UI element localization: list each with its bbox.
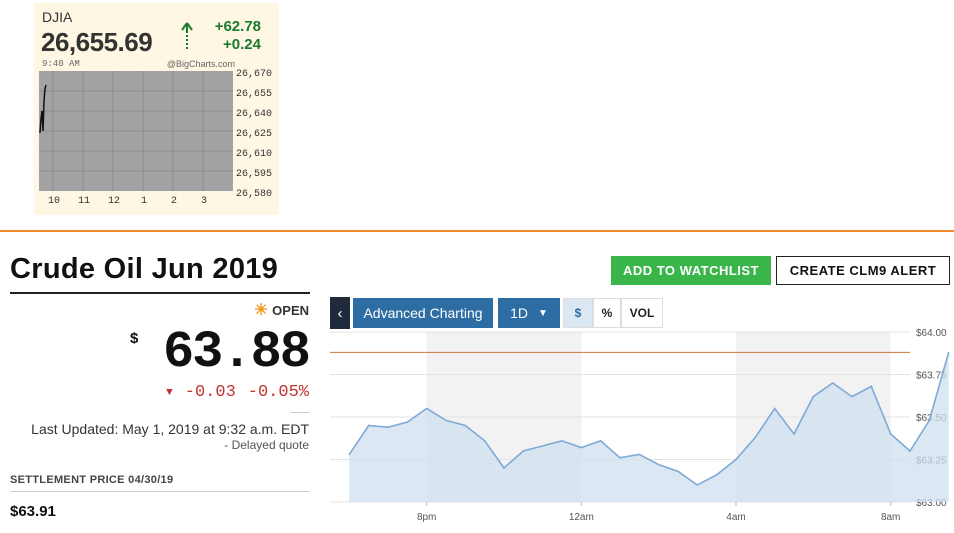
djia-x-tick: 3 [201,196,208,207]
djia-symbol: DJIA [42,9,73,25]
price-point [561,440,563,442]
djia-y-tick: 26,670 [236,69,273,80]
change-percent: -0.05% [247,383,309,402]
change-value: -0.03 [184,383,236,402]
x-tick-label: 4am [726,512,745,523]
price-point [657,463,660,466]
djia-source: @BigCharts.com [166,59,235,69]
market-status: ☀ OPEN [253,301,309,319]
range-label: 1D [510,305,528,321]
price-point [348,453,351,456]
price-point [541,445,544,447]
up-arrow-icon [181,22,193,51]
down-triangle-icon: ▼ [166,386,173,399]
chevron-left-icon[interactable]: ‹ [330,297,350,329]
price-point [696,484,699,486]
price-point [947,351,950,354]
market-status-label: OPEN [272,303,309,318]
price-point [735,458,737,461]
advanced-charting-button[interactable]: Advanced Charting [353,298,493,328]
y-tick-label: $63.00 [916,498,947,509]
price-point [425,407,428,410]
djia-x-tick: 2 [171,196,178,207]
price-point [793,433,795,435]
djia-x-tick: 11 [78,196,91,207]
price-point [677,470,679,473]
price-point [599,440,602,442]
price-point [483,440,486,442]
djia-price: 26,655.69 [41,27,153,57]
price-change: ▼ -0.03 -0.05% [166,383,309,402]
price-point [619,457,621,459]
x-tick-label: 12am [569,512,594,523]
price-point [754,436,757,439]
y-tick-label: $64.00 [916,328,947,339]
price-line [348,352,950,486]
range-dropdown[interactable]: 1D ▼ [498,298,560,328]
price-point [406,421,409,423]
djia-y-tick: 26,580 [236,189,273,200]
price-point [773,407,776,410]
x-tick-label: 8am [881,512,900,523]
djia-y-tick: 26,625 [236,129,273,140]
section-divider [0,230,954,232]
price-point [715,474,718,476]
settlement-rule [10,491,310,492]
percent-toggle[interactable]: % [593,298,621,328]
price-point [445,419,447,422]
price-chart[interactable]: $64.00$63.75$63.50$63.25$63.008pm12am4am… [328,320,954,530]
djia-widget[interactable]: DJIA 26,655.69 +62.78 +0.24 9:40 AM @Big… [34,3,279,215]
instrument-title: Crude Oil Jun 2019 [10,253,279,285]
djia-change-percent: +0.24 [223,36,261,53]
djia-mini-chart [39,71,233,191]
settlement-value: $63.91 [10,503,56,520]
divider [290,412,310,413]
price-point [889,433,892,435]
djia-x-tick: 1 [141,196,148,207]
create-alert-button[interactable]: CREATE CLM9 ALERT [776,256,950,285]
caret-down-icon: ▼ [538,307,548,319]
price-area [349,352,949,502]
djia-x-tick: 12 [108,196,121,207]
y-tick-label: $63.75 [916,371,947,382]
djia-change: +62.78 +0.24 [215,18,261,54]
price-point [503,467,505,469]
last-updated: Last Updated: May 1, 2019 at 9:32 a.m. E… [31,421,309,437]
dollar-toggle[interactable]: $ [563,298,593,328]
currency-symbol: $ [130,330,139,347]
add-to-watchlist-button[interactable]: ADD TO WATCHLIST [611,256,771,285]
price-point [522,450,525,452]
volume-toggle[interactable]: VOL [621,298,663,328]
price-point [831,382,834,384]
price-point [387,426,389,428]
price-point [812,395,815,398]
djia-x-tick: 10 [48,196,61,207]
last-price: 63.88 [162,323,311,382]
title-rule [10,292,310,294]
djia-y-tick: 26,595 [236,169,273,180]
price-point [851,395,853,398]
price-point [638,453,641,456]
djia-y-tick: 26,610 [236,149,273,160]
djia-y-tick: 26,640 [236,109,273,120]
price-point [464,424,467,427]
price-point [580,446,583,449]
price-point [928,419,931,422]
settlement-label: SETTLEMENT PRICE 04/30/19 [10,474,174,486]
delayed-note: - Delayed quote [224,438,309,452]
price-point [909,450,911,452]
sun-icon: ☀ [253,301,269,319]
djia-time: 9:40 AM [42,59,80,69]
x-tick-label: 8pm [417,512,436,523]
price-point [870,385,873,388]
price-point [367,424,370,427]
djia-change-points: +62.78 [214,18,261,35]
djia-y-tick: 26,655 [236,89,273,100]
